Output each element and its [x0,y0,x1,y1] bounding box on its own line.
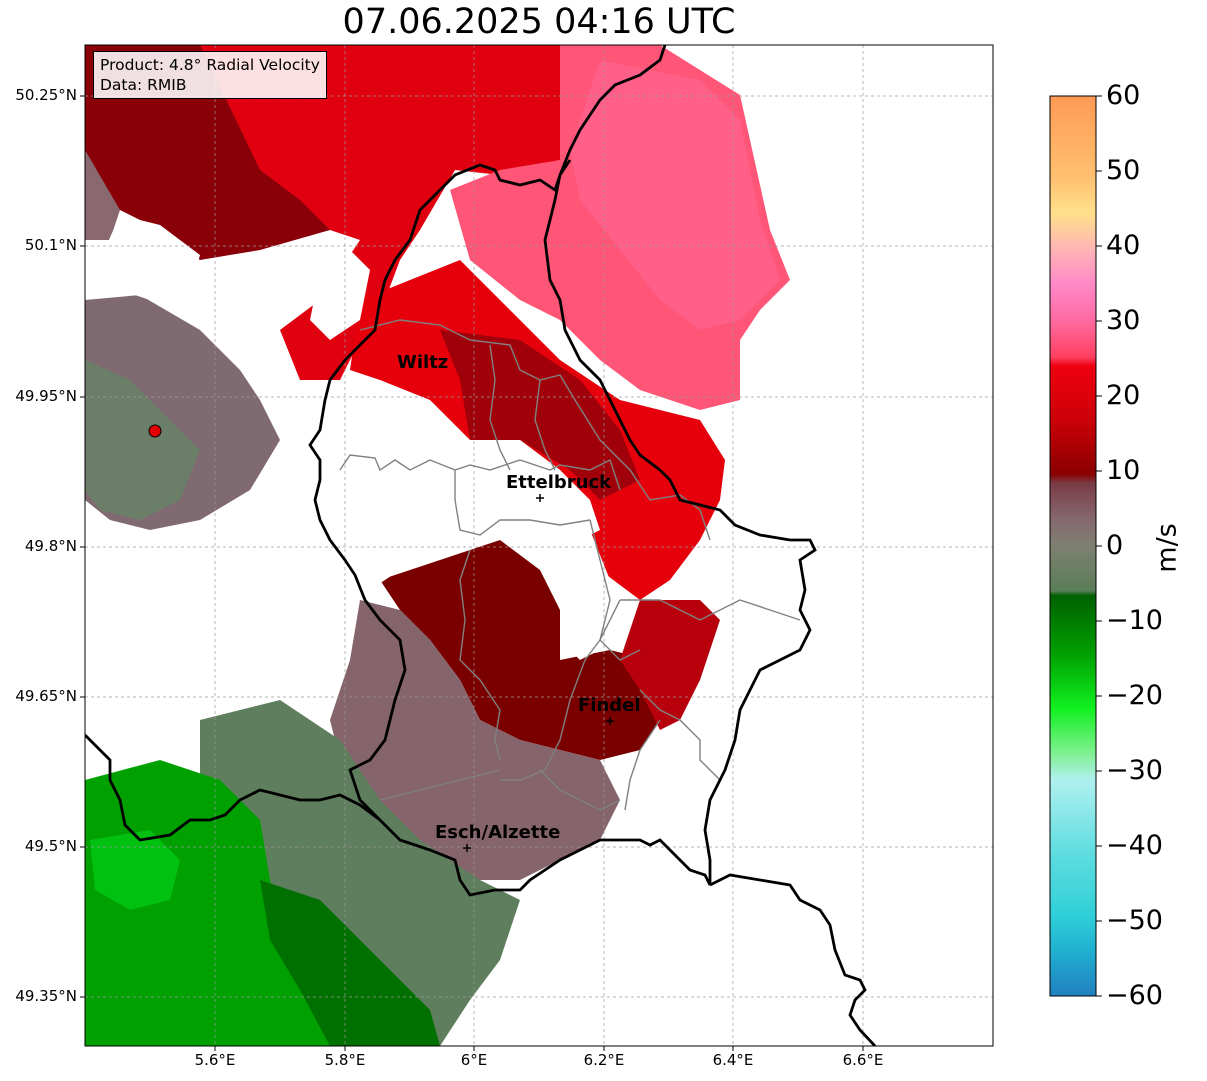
echo-gap-north-center [310,250,370,340]
lon-tick-label: 5.6°E [194,1051,236,1069]
colorbar-tick-label: −20 [1106,680,1163,711]
city-label-findel: Findel [578,695,641,716]
colorbar-tick-label: 60 [1106,80,1141,111]
colorbar-tick-label: −10 [1106,605,1163,636]
national-borders [85,45,877,1046]
germany-border [709,873,877,1046]
city-label-ettelbruck: Ettelbruck [506,472,612,493]
city-label-wiltz: Wiltz [397,352,448,373]
data-source-label: Data: RMIB [100,76,187,94]
lon-tick-label: 6°E [460,1051,488,1069]
lon-tick-label: 6.4°E [712,1051,754,1069]
axis-ticks [80,95,864,1051]
lat-tick-label: 49.95°N [15,387,77,405]
city-label-esch-alzette: Esch/Alzette [435,822,560,843]
echo-pink-bright [570,60,780,330]
echo-mauve-south [330,600,620,880]
colorbar-tick-label: −60 [1106,980,1163,1011]
colorbar-unit-label: m/s [1151,523,1183,573]
echo-green-bright [90,830,180,910]
echo-greygreen-west [85,360,200,520]
colorbar-tick-label: −30 [1106,755,1163,786]
district-borders [339,319,801,811]
colorbar-tick-label: 0 [1106,530,1124,561]
lat-tick-label: 49.35°N [15,987,77,1005]
lat-tick-label: 49.8°N [24,537,77,555]
map-title: 07.06.2025 04:16 UTC [342,2,736,42]
gridlines [85,45,993,1046]
colorbar-tick-label: −50 [1106,905,1163,936]
lat-tick-label: 50.25°N [15,86,77,104]
echo-mauve-northwest [85,150,120,240]
echo-gap-west [85,500,350,740]
echo-gap-east [560,560,640,660]
lat-tick-label: 49.65°N [15,687,77,705]
belgium-france-border [85,734,381,842]
lon-tick-label: 6.2°E [583,1051,625,1069]
colorbar-ticks [1096,95,1102,997]
echo-dark-red-south [380,540,680,760]
colorbar-tick-label: −40 [1106,830,1163,861]
echo-red-southeast [620,600,720,730]
colorbar-tick-label: 50 [1106,155,1141,186]
echo-red-north [200,45,560,380]
radar-site-marker [148,424,162,438]
echo-gap-northwest [100,215,200,300]
lat-tick-label: 50.1°N [24,236,77,254]
colorbar-tick-label: 20 [1106,380,1141,411]
lon-tick-label: 6.6°E [842,1051,884,1069]
product-label: Product: 4.8° Radial Velocity [100,56,320,74]
echo-dark-red-center [440,330,640,500]
colorbar-tick-label: 10 [1106,455,1141,486]
lat-tick-label: 49.5°N [24,837,77,855]
city-markers [463,494,614,852]
colorbar-tick-label: 30 [1106,305,1141,336]
colorbar-tick-label: 40 [1106,230,1141,261]
lon-tick-label: 5.8°E [324,1051,366,1069]
echo-dark-green-south [260,880,440,1046]
luxembourg-border [308,45,817,897]
colorbar [1049,95,1097,997]
product-info-box: Product: 4.8° Radial Velocity Data: RMIB [93,51,327,99]
